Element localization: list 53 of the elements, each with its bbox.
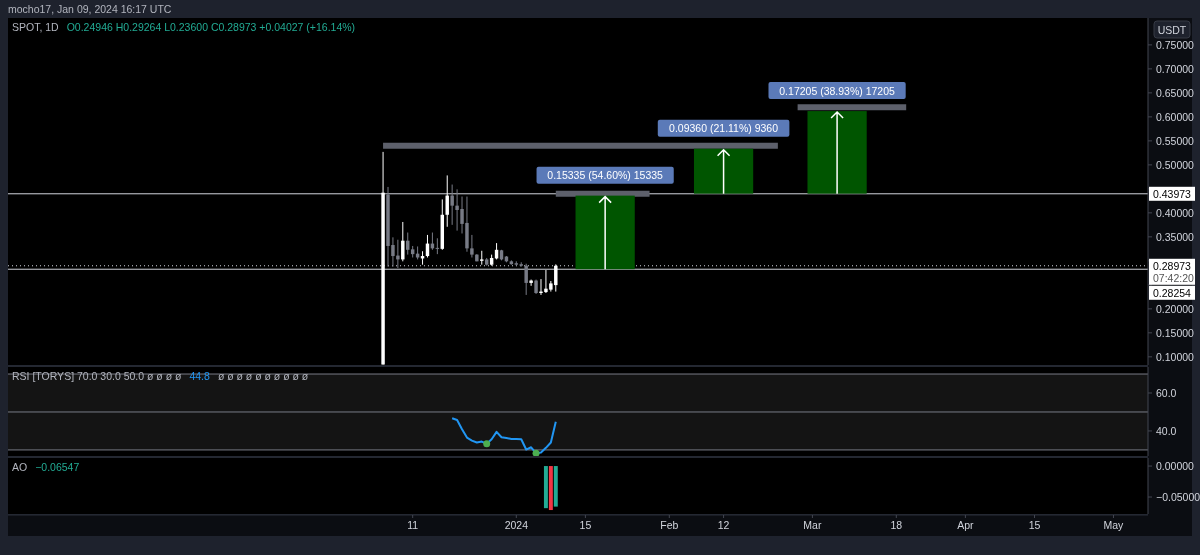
- y-tick-label: 0.70000: [1156, 62, 1195, 75]
- text: 07:42:20: [1153, 271, 1195, 284]
- annotation: 0.09360 (21.11%) 9360: [669, 122, 779, 135]
- candlestick: [470, 234, 474, 258]
- candlestick: [435, 237, 440, 255]
- y-tick-label: 0.60000: [1156, 110, 1195, 123]
- candlestick: [401, 221, 405, 262]
- chart-subtitle: 44.8: [189, 370, 210, 382]
- y-tick-label: 0.65000: [1156, 86, 1195, 99]
- bar: [807, 111, 867, 194]
- y-tick-label: 0.55000: [1156, 134, 1195, 147]
- chart-title: RSI [TORYS] 70.0 30.0 50.0 ø ø ø ø: [12, 370, 182, 382]
- x-tick-label: 2024: [504, 519, 529, 531]
- y-tick-label: 40.0: [1156, 424, 1177, 437]
- ref-line-label: 0.28973: [1153, 259, 1192, 272]
- x-tick-label: 12: [717, 519, 730, 531]
- x-tick-label: May: [1103, 519, 1125, 531]
- y-tick-label: 60.0: [1156, 387, 1177, 399]
- y-axis-title: USDT: [1157, 23, 1187, 36]
- y-tick-label: −0.05000: [1156, 491, 1200, 504]
- x-tick-label: Apr: [957, 519, 975, 531]
- chart-subtitle: SPOT, 1D: [12, 21, 59, 33]
- y-tick-label: 0.15000: [1156, 326, 1195, 339]
- x-tick-label: 15: [1028, 519, 1041, 531]
- x-tick-label: Mar: [803, 519, 822, 531]
- ref-line-label: 0.43973: [1153, 187, 1192, 200]
- x-tick-label: 15: [579, 519, 592, 531]
- y-tick-label: 0.75000: [1156, 38, 1195, 51]
- ref-line-label: 0.28254: [1153, 286, 1192, 299]
- y-tick-label: 0.20000: [1156, 302, 1195, 315]
- candlestick: [529, 279, 533, 287]
- y-tick-label: 0.40000: [1156, 206, 1195, 219]
- annotation: 0.17205 (38.93%) 17205: [779, 84, 896, 97]
- bar: [575, 195, 635, 270]
- y-tick-label: 0.35000: [1156, 230, 1195, 243]
- chart-title: mocho17, Jan 09, 2024 16:17 UTC: [8, 3, 172, 15]
- candlestick: [396, 239, 400, 269]
- candlestick: [445, 174, 449, 228]
- candlestick: [450, 184, 454, 226]
- x-tick-label: 11: [407, 519, 419, 531]
- line-series: [451, 417, 557, 455]
- y-tick-label: 0.50000: [1156, 158, 1195, 171]
- x-tick-label: Feb: [660, 519, 679, 531]
- annotation: O0.24946 H0.29264 L0.23600 C0.28973 +0.04027 (+16.14%): [66, 21, 356, 33]
- annotation: ø ø ø ø ø ø ø ø ø ø: [217, 370, 309, 382]
- y-tick-label: 0.00000: [1156, 460, 1195, 473]
- x-tick-label: 18: [890, 519, 903, 531]
- chart-title: AO: [12, 461, 28, 473]
- chart-subtitle: −0.06547: [35, 461, 80, 473]
- annotation: 0.15335 (54.60%) 15335: [547, 169, 664, 182]
- candlestick: [524, 263, 528, 296]
- y-tick-label: 0.10000: [1156, 350, 1195, 363]
- bar: [693, 148, 754, 194]
